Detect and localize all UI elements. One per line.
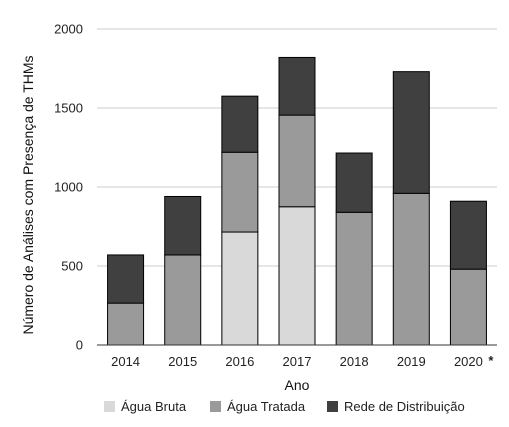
bar-2019-series-1	[392, 192, 430, 346]
bar-2015-series-2	[164, 195, 202, 256]
legend-swatch-1	[210, 401, 221, 412]
bar-2019-series-2	[392, 71, 430, 194]
bar-2014-series-1	[107, 302, 145, 346]
bar-2017-series-1	[278, 114, 316, 208]
x-tick-2016: 2016	[225, 354, 254, 369]
x-tick-annotation-2020: *	[488, 353, 494, 368]
bar-2016-series-1	[221, 151, 259, 233]
x-tick-2014: 2014	[111, 354, 140, 369]
bar-2017-series-2	[278, 56, 316, 116]
x-tick-2015: 2015	[168, 354, 197, 369]
legend: Água Bruta Água Tratada Rede de Distribuiç…	[104, 399, 465, 414]
bar-2016-series-2	[221, 95, 259, 153]
y-tick-1500: 1500	[54, 101, 83, 116]
x-tick-2017: 2017	[283, 354, 312, 369]
bar-2014-series-2	[107, 254, 145, 304]
y-tick-2000: 2000	[54, 22, 83, 37]
bar-2018-series-1	[335, 211, 373, 346]
bar-2018-series-2	[335, 152, 373, 213]
bar-2015-series-1	[164, 254, 202, 346]
bar-2017-series-0	[278, 206, 316, 346]
bar-2016-series-0	[221, 231, 259, 346]
x-tick-2019: 2019	[397, 354, 426, 369]
legend-swatch-0	[104, 401, 115, 412]
bars	[107, 56, 487, 346]
y-tick-500: 500	[61, 259, 83, 274]
legend-label-1: Água Tratada	[227, 399, 306, 414]
legend-label-0: Água Bruta	[121, 399, 187, 414]
x-axis-title: Ano	[285, 377, 310, 393]
bar-2020-series-1	[449, 268, 487, 346]
bar-2020-series-2	[449, 200, 487, 270]
y-tick-1000: 1000	[54, 180, 83, 195]
y-tick-0: 0	[76, 338, 83, 353]
x-tick-labels: 2014 2015 2016 2017 2018 2019 2020 *	[111, 353, 494, 369]
legend-label-2: Rede de Distribuição	[344, 399, 465, 414]
y-tick-labels: 0 500 1000 1500 2000	[54, 22, 83, 353]
x-tick-2018: 2018	[340, 354, 369, 369]
x-tick-2020: 2020	[454, 354, 483, 369]
legend-swatch-2	[327, 401, 338, 412]
y-axis-title: Número de Análises com Presença de THMs	[20, 55, 36, 334]
